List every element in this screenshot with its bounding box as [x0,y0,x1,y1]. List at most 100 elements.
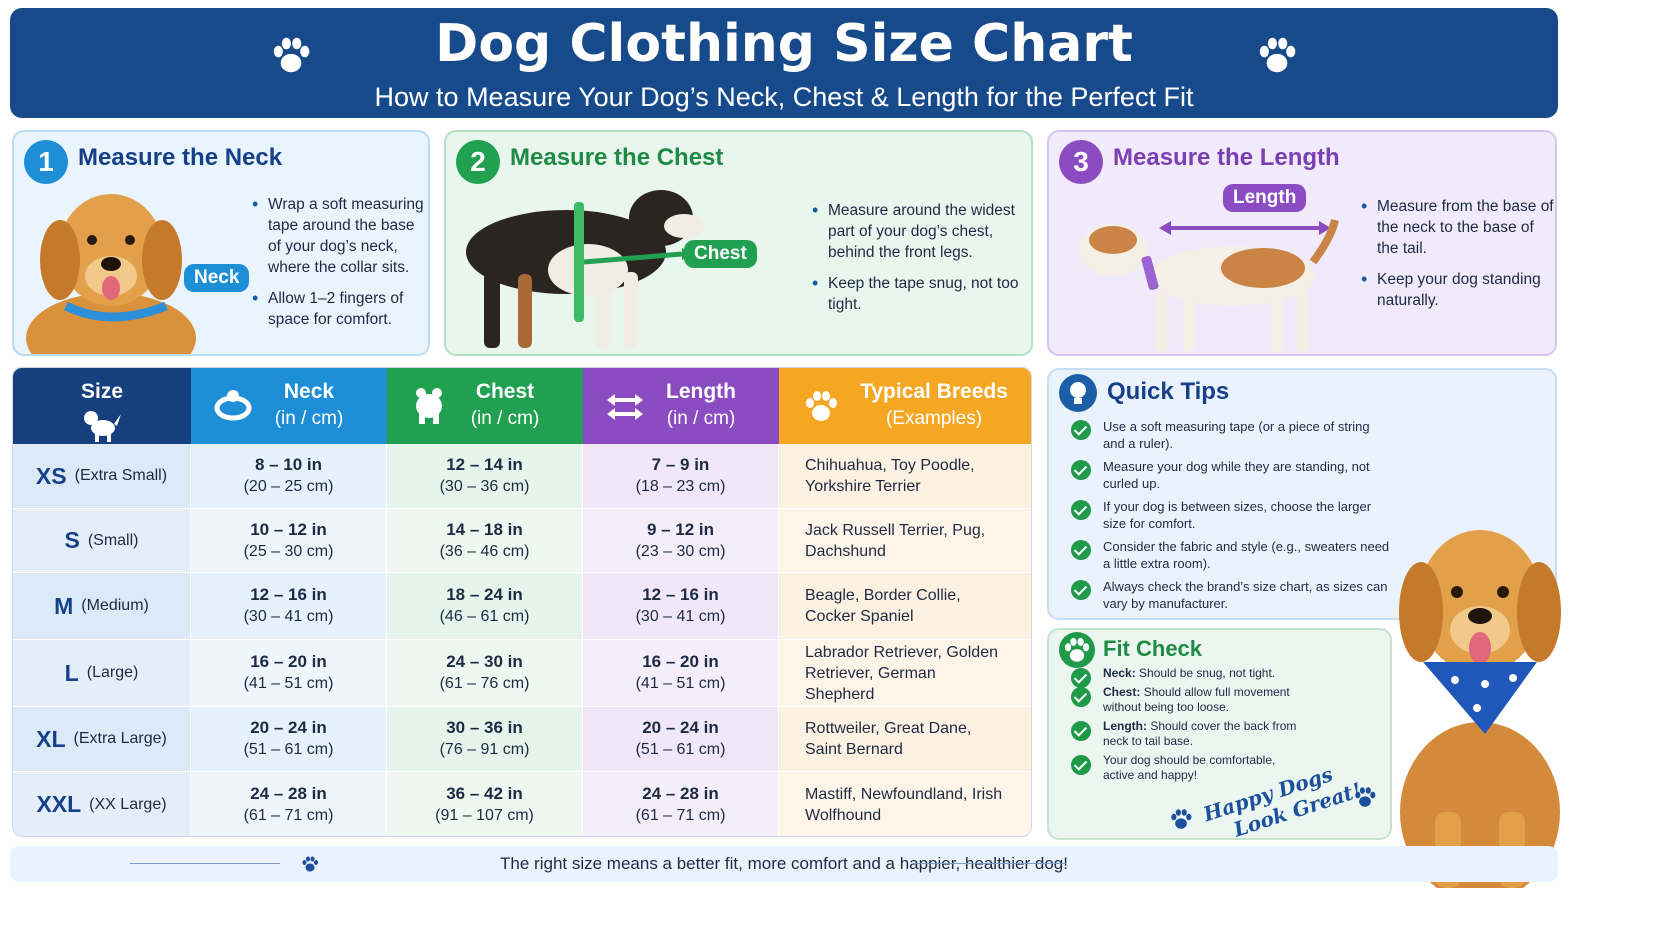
neck-inches: 24 – 28 in [250,783,327,803]
instruction-item: Keep the tape snug, not too tight. [810,273,1030,315]
chest-cell: 24 – 30 in (61 – 76 cm) [387,640,583,707]
size-code: L [64,659,79,686]
neck-label-tag: Neck [184,264,250,292]
measure-chest-card: 2 Measure the Chest Chest Measure around… [444,130,1033,356]
size-code: XL [36,725,66,752]
column-header-chest: Chest (in / cm) [387,368,583,444]
instruction-item: Wrap a soft measuring tape around the ba… [250,194,428,278]
column-header-breeds: Typical Breeds (Examples) [779,368,1031,444]
size-chart-table: Size Neck (in / cm) Chest (in / cm) Leng… [12,367,1032,837]
step-number: 3 [1059,140,1103,184]
tip-text: Consider the fabric and style (e.g., swe… [1103,539,1390,571]
page-title: Dog Clothing Size Chart [435,14,1133,74]
chest-centimeters: (30 – 36 cm) [439,478,530,495]
neck-cell: 10 – 12 in (25 – 30 cm) [191,509,387,573]
size-name: (Extra Small) [74,467,168,484]
step-title: Measure the Chest [510,144,724,171]
size-code: XXL [36,791,82,817]
paw-icon [302,856,318,872]
instruction-item: Allow 1–2 fingers of space for comfort. [250,288,428,330]
neck-inches: 10 – 12 in [250,519,327,539]
size-cell: S (Small) [13,509,191,573]
breeds-text: Rottweiler, Great Dane, Saint Bernard [805,720,972,758]
neck-inches: 16 – 20 in [250,652,327,671]
header-label: Chest [475,380,535,403]
footer-banner: The right size means a better fit, more … [10,846,1558,882]
breeds-cell: Chihuahua, Toy Poodle, Yorkshire Terrier [779,444,1031,509]
chest-cell: 18 – 24 in (46 – 61 cm) [387,573,583,640]
paw-icon [1355,787,1376,807]
length-cell: 9 – 12 in (23 – 30 cm) [583,509,779,573]
size-name: (Large) [86,664,139,681]
column-header-length: Length (in / cm) [583,368,779,444]
length-centimeters: (30 – 41 cm) [635,608,726,625]
dog-icon [84,411,121,442]
neck-inches: 20 – 24 in [250,718,327,737]
paw-icon [268,32,314,78]
length-cell: 7 – 9 in (18 – 23 cm) [583,444,779,509]
size-cell: XS (Extra Small) [13,444,191,509]
fit-item: Length: Should cover the back from neck … [1071,719,1301,749]
breeds-cell: Rottweiler, Great Dane, Saint Bernard [779,707,1031,772]
length-cell: 20 – 24 in (51 – 61 cm) [583,707,779,772]
fit-label: Chest: [1103,685,1141,699]
tip-text: Measure your dog while they are standing… [1103,459,1370,491]
neck-inches: 12 – 16 in [250,585,327,604]
header-sublabel: (in / cm) [666,408,736,429]
neck-cell: 20 – 24 in (51 – 61 cm) [191,707,387,772]
breeds-text: Jack Russell Terrier, Pug, Dachshund [805,521,986,560]
size-cell: M (Medium) [13,573,191,640]
check-icon [1071,420,1091,440]
chest-centimeters: (76 – 91 cm) [439,741,530,758]
size-name: (Medium) [81,597,149,614]
quick-tips-title: Quick Tips [1107,378,1230,405]
header-sublabel: (in / cm) [274,408,344,429]
length-inches: 12 – 16 in [642,585,719,604]
length-centimeters: (51 – 61 cm) [635,741,726,758]
step-number: 1 [24,140,68,184]
neck-centimeters: (41 – 51 cm) [243,675,334,692]
chest-inches: 30 – 36 in [446,718,523,737]
chest-centimeters: (91 – 107 cm) [435,806,534,824]
header-label: Neck [283,380,335,403]
tip-item: Use a soft measuring tape (or a piece of… [1071,418,1391,452]
chest-inches: 14 – 18 in [446,519,523,539]
size-code: S [64,527,80,553]
size-cell: L (Large) [13,640,191,707]
column-header-neck: Neck (in / cm) [191,368,387,444]
length-centimeters: (23 – 30 cm) [635,542,726,560]
breeds-cell: Jack Russell Terrier, Pug, Dachshund [779,509,1031,573]
neck-centimeters: (30 – 41 cm) [243,608,334,625]
chest-cell: 36 – 42 in (91 – 107 cm) [387,772,583,836]
size-code: XS [35,462,67,489]
size-cell: XL (Extra Large) [13,707,191,772]
check-icon [1071,721,1091,741]
header-label: Size [80,380,124,403]
table-row: XL (Extra Large) 20 – 24 in (51 – 61 cm) 30 … [13,707,1031,772]
fit-check-panel: Fit Check Neck: Should be snug, not tigh… [1047,628,1392,840]
jack-russell-illustration [1079,219,1339,352]
fit-item: Neck: Should be snug, not tight. [1071,666,1301,688]
breeds-cell: Labrador Retriever, Golden Retriever, Ge… [779,640,1031,707]
fit-check-list: Neck: Should be snug, not tight. Chest: … [1071,666,1301,787]
size-cell: XXL (XX Large) [13,772,191,836]
fit-item: Your dog should be comfortable, active a… [1071,753,1301,783]
neck-centimeters: (61 – 71 cm) [243,806,334,824]
chest-centimeters: (36 – 46 cm) [439,542,530,560]
breeds-cell: Mastiff, Newfoundland, Irish Wolfhound [779,772,1031,836]
fit-item: Chest: Should allow full movement withou… [1071,685,1301,715]
fit-label: Length: [1103,719,1147,733]
length-centimeters: (18 – 23 cm) [635,478,726,495]
table-row: XXL (XX Large) 24 – 28 in (61 – 71 cm) 36 – … [13,772,1031,836]
measure-neck-card: 1 Measure the Neck Neck Wrap a soft meas… [12,130,430,356]
measure-length-card: 3 Measure the Length Length Measure from… [1047,130,1557,356]
collar-icon [214,390,252,421]
length-cell: 12 – 16 in (30 – 41 cm) [583,573,779,640]
length-centimeters: (61 – 71 cm) [635,806,726,824]
instruction-item: Measure from the base of the neck to the… [1359,196,1555,259]
quick-tips-list: Use a soft measuring tape (or a piece of… [1071,418,1391,618]
tip-item: Always check the brand’s size chart, as … [1071,578,1391,612]
length-cell: 24 – 28 in (61 – 71 cm) [583,772,779,836]
breeds-text: Mastiff, Newfoundland, Irish Wolfhound [805,785,1003,824]
header-sublabel: (Examples) [885,408,983,429]
